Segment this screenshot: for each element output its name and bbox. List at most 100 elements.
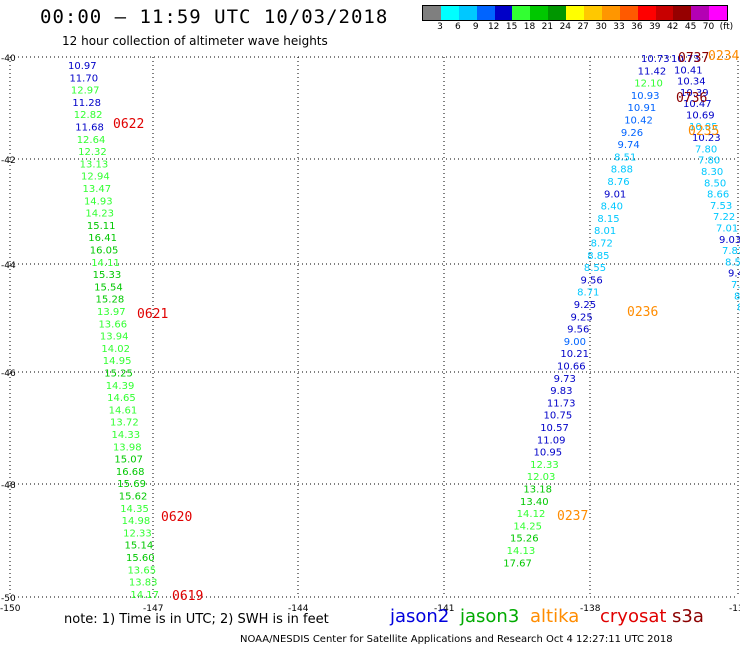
east-track-a-value: 9.00 <box>564 337 586 348</box>
east-track-a-value: 8.01 <box>594 226 616 237</box>
colorbar-swatch <box>709 6 728 20</box>
lon-tick-label: -141 <box>434 604 454 614</box>
east-track-a-value: 10.73 <box>641 54 670 65</box>
east-track-b-value: 10.47 <box>683 99 712 110</box>
east-track-a-value: 8.88 <box>611 165 633 176</box>
colorbar-swatch <box>494 6 513 20</box>
east-track-b-value: 10.41 <box>674 65 703 76</box>
east-track-b-value: 8.50 <box>725 257 740 268</box>
east-track-a-value: 9.26 <box>621 128 643 139</box>
pass-time-label: 0619 <box>172 589 203 604</box>
west-track-value: 14.65 <box>107 393 136 404</box>
colorbar-swatch <box>440 6 459 20</box>
colorbar-label: 36 <box>631 22 643 32</box>
west-track-value: 14.35 <box>120 504 149 515</box>
colorbar-label: 24 <box>559 22 572 32</box>
colorbar-swatch <box>601 6 620 20</box>
wave-height-colorbar <box>422 5 729 21</box>
lat-tick-label: -50 <box>1 594 16 604</box>
colorbar-swatch <box>655 6 674 20</box>
east-track-a-value: 8.40 <box>601 202 623 213</box>
west-track-value: 15.54 <box>94 282 123 293</box>
west-track-value: 15.07 <box>114 455 143 466</box>
west-track-value: 16.05 <box>90 246 119 257</box>
east-track-b-value: 10.85 <box>689 122 718 133</box>
lon-tick-label: -150 <box>0 604 21 614</box>
page-subtitle: 12 hour collection of altimeter wave hei… <box>62 34 328 48</box>
east-track-a-value: 13.18 <box>523 485 552 496</box>
west-track-value: 12.33 <box>123 528 152 539</box>
east-track-b-value: 7.53 <box>710 201 732 212</box>
east-track-b-value: 9.03 <box>719 235 740 246</box>
credit-footer: NOAA/NESDIS Center for Satellite Applica… <box>240 634 673 645</box>
pass-time-label: 0235 <box>688 124 719 139</box>
pass-time-label: 0620 <box>161 510 192 525</box>
colorbar-label: 9 <box>472 22 479 32</box>
west-track-value: 14.33 <box>112 430 141 441</box>
west-track-value: 13.13 <box>80 159 109 170</box>
east-track-a-value: 12.03 <box>527 472 556 483</box>
colorbar-label: 42 <box>666 22 679 32</box>
east-track-b-value: 10.39 <box>680 88 709 99</box>
west-track-value: 15.60 <box>126 553 155 564</box>
colorbar-label: 15 <box>505 22 518 32</box>
pass-time-label: 0737 <box>678 51 709 66</box>
east-track-a-value: 8.71 <box>577 288 599 299</box>
pass-time-label: 0621 <box>137 307 168 322</box>
east-track-a-value: 9.73 <box>554 374 576 385</box>
colorbar-swatch <box>619 6 638 20</box>
west-track-value: 13.83 <box>129 578 158 589</box>
east-track-a-value: 9.83 <box>550 386 572 397</box>
page-title: 00:00 – 11:59 UTC 10/03/2018 <box>40 6 389 28</box>
east-track-a-value: 9.01 <box>604 189 626 200</box>
west-track-value: 13.65 <box>127 565 156 576</box>
lon-tick-label: -147 <box>143 604 163 614</box>
colorbar-swatch <box>458 6 477 20</box>
west-track-value: 16.41 <box>88 233 117 244</box>
east-track-a-value: 14.13 <box>507 546 536 557</box>
colorbar-swatch <box>691 6 710 20</box>
east-track-a-value: 10.95 <box>533 448 562 459</box>
east-track-b-value: 9.43 <box>728 269 740 280</box>
legend-cryosat: cryosat <box>600 606 667 627</box>
west-track-value: 14.02 <box>101 344 130 355</box>
west-track-value: 14.61 <box>109 405 138 416</box>
lat-tick-label: -42 <box>1 156 16 166</box>
east-track-b-value: 7.80 <box>698 156 720 167</box>
colorbar-label: 30 <box>595 22 607 32</box>
west-track-value: 13.94 <box>100 332 129 343</box>
east-track-a-value: 10.42 <box>624 116 653 127</box>
east-track-a-value: 13.40 <box>520 497 549 508</box>
pass-time-label: 0237 <box>557 509 588 524</box>
colorbar-label: 70 <box>702 22 715 32</box>
east-track-a-value: 10.57 <box>540 423 569 434</box>
pass-time-label: 0622 <box>113 117 144 132</box>
west-track-value: 15.33 <box>93 270 122 281</box>
west-track-value: 16.68 <box>116 467 145 478</box>
legend-jason3: jason3 <box>460 606 520 627</box>
east-track-b-value: 10.23 <box>692 133 721 144</box>
east-track-b-value: 7.80 <box>695 144 717 155</box>
west-track-value: 15.69 <box>117 479 146 490</box>
lat-tick-label: -40 <box>1 54 16 64</box>
colorbar-swatch <box>530 6 549 20</box>
west-track-value: 15.62 <box>119 492 148 503</box>
colorbar-label: 45 <box>684 22 697 32</box>
legend-altika: altika <box>530 606 580 627</box>
colorbar-swatch <box>512 6 531 20</box>
east-track-a-value: 12.10 <box>634 79 663 90</box>
west-track-value: 15.28 <box>96 295 125 306</box>
east-track-b-value: 7.59 <box>731 280 740 291</box>
lat-tick-label: -44 <box>1 261 16 271</box>
west-track-value: 14.93 <box>84 196 113 207</box>
east-track-b-value: 8.50 <box>704 178 726 189</box>
colorbar-label: 12 <box>487 22 500 32</box>
lon-tick-label: -144 <box>288 604 309 614</box>
west-track-value: 13.47 <box>83 184 112 195</box>
east-track-a-value: 8.85 <box>587 251 609 262</box>
east-track-a-value: 9.25 <box>570 312 592 323</box>
east-track-a-value: 9.56 <box>581 275 603 286</box>
east-track-a-value: 8.55 <box>584 263 606 274</box>
west-track-value: 12.32 <box>78 147 107 158</box>
west-track-value: 11.28 <box>72 98 101 109</box>
